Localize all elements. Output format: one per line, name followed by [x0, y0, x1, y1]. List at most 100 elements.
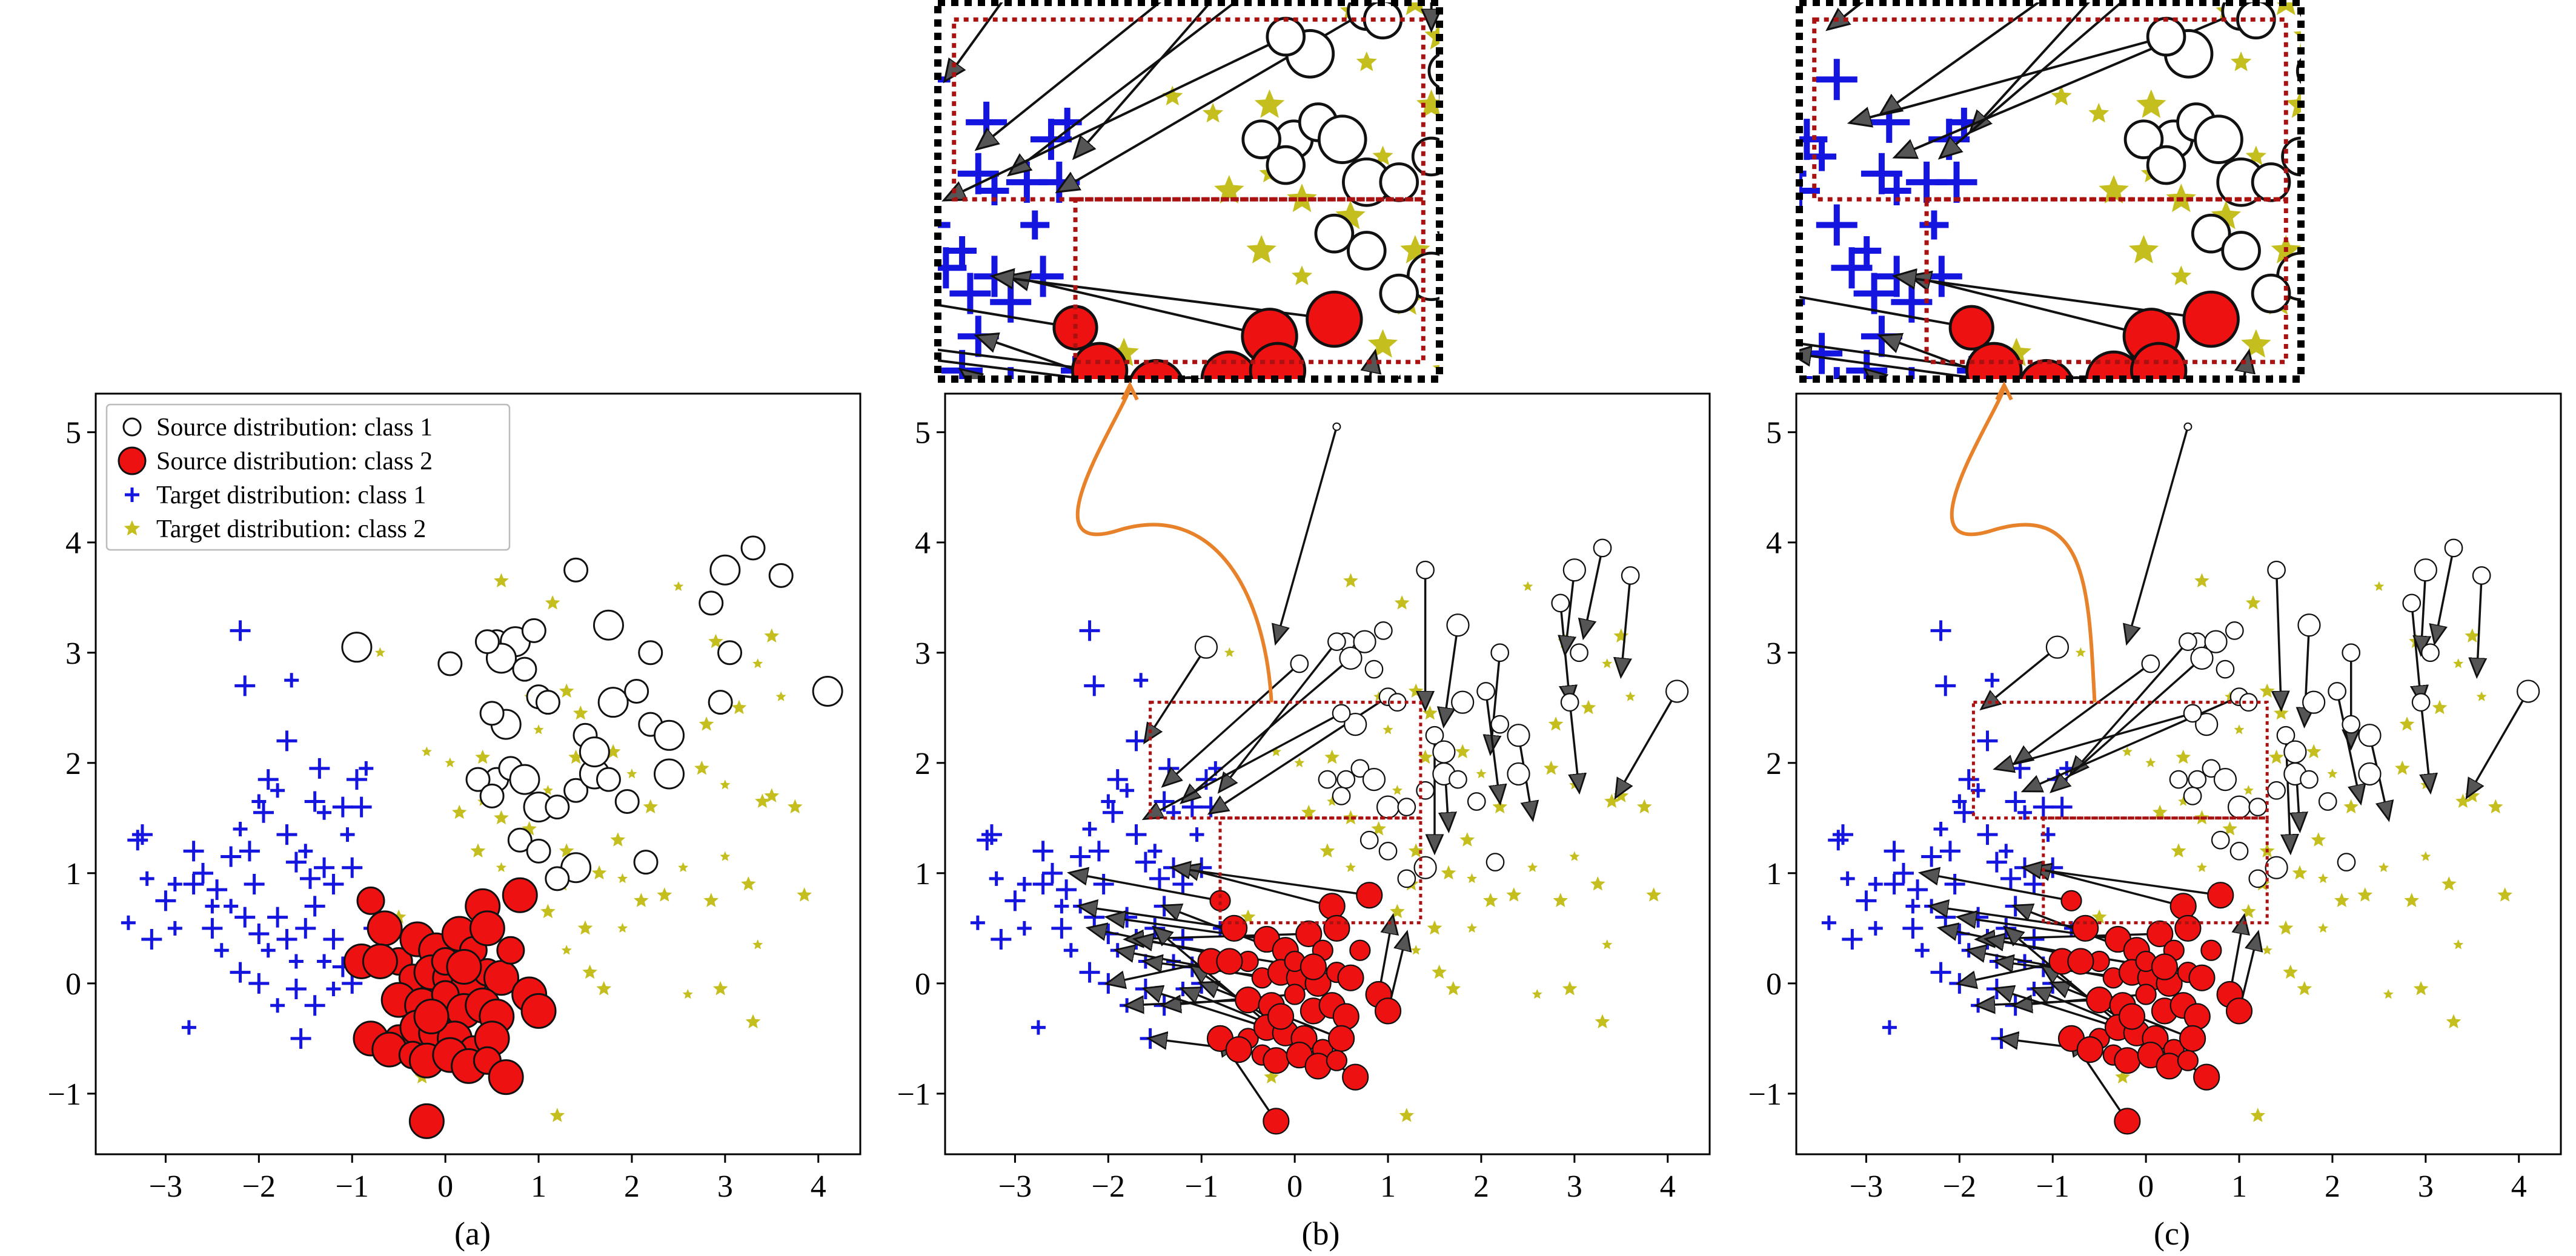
source-class1-point — [2444, 538, 2463, 558]
target-class1-point — [1732, 322, 1761, 351]
target-class2-point — [540, 904, 556, 919]
source-class1-point — [1194, 635, 1218, 659]
target-class2-point — [1408, 843, 1424, 858]
target-class1-point — [852, 282, 894, 323]
zoom-inset — [1576, 0, 2518, 702]
target-class2-point — [1327, 796, 1338, 806]
target-class1-point — [818, 322, 847, 351]
target-class1-point — [351, 796, 372, 818]
legend-marker-source-class2 — [118, 446, 147, 475]
transport-arrow — [1931, 906, 2086, 930]
target-class1-point — [1833, 367, 1840, 379]
source-class2-point — [1225, 1036, 1252, 1063]
target-class1-point — [1999, 844, 2014, 859]
source-class1-point — [1379, 162, 1419, 202]
target-class2-point — [610, 832, 626, 847]
target-class2-point — [2222, 821, 2237, 836]
target-class2-point — [1254, 89, 1285, 118]
source-class2-point — [1263, 1108, 1290, 1135]
target-class2-point — [2357, 887, 2373, 902]
transport-arrow — [1080, 906, 1235, 930]
source-class1-point — [1411, 136, 1439, 177]
source-class2-point — [1200, 350, 1258, 379]
source-class1-point — [2342, 643, 2361, 663]
target-class2-point — [1457, 269, 1487, 298]
target-class2-point — [1446, 981, 1461, 996]
target-class2-point — [2488, 107, 2518, 135]
x-tick-label: 0 — [1287, 1169, 1303, 1204]
target-class1-point — [1853, 273, 1895, 314]
target-class1-point — [1056, 879, 1077, 901]
source-class1-point — [1327, 632, 1346, 651]
target-class2-point — [2463, 265, 2483, 285]
source-class2-point — [367, 910, 403, 947]
source-class1-point — [2358, 724, 2382, 747]
source-class2-point — [2188, 964, 2216, 991]
target-class2-point — [2115, 1069, 2130, 1084]
source-class1-point — [2248, 869, 2268, 888]
inset-transport-arrow — [1829, 2, 1864, 28]
target-class2-point — [2283, 964, 2298, 979]
source-class1-point — [1336, 770, 1356, 789]
inset-plot-area — [1576, 2, 2518, 383]
target-class1-point — [1576, 213, 1618, 254]
x-tick-label: 0 — [437, 1169, 453, 1204]
target-class2-point — [708, 633, 723, 649]
target-class1-point — [1986, 851, 2007, 873]
target-class2-point — [1399, 1108, 1415, 1122]
target-class1-point — [248, 923, 270, 944]
target-class1-point — [1816, 204, 1857, 246]
target-class2-point — [694, 760, 709, 775]
target-class2-point — [2245, 595, 2261, 610]
target-class1-point — [285, 978, 307, 999]
target-class1-point — [970, 915, 985, 930]
source-class2-point — [1374, 997, 1402, 1025]
target-class1-point — [270, 783, 285, 798]
target-class2-point — [1394, 595, 1410, 610]
target-class2-point — [678, 862, 689, 872]
target-class1-point — [323, 929, 344, 950]
target-class1-point — [1936, 161, 1977, 203]
target-class2-point — [1481, 81, 1511, 110]
transport-arrow — [1621, 575, 1630, 675]
source-class1-point — [2146, 145, 2186, 185]
target-class2-point — [2194, 573, 2209, 587]
target-class1-point — [205, 899, 220, 914]
source-class1-point — [1241, 119, 1281, 159]
inset-connector-arrowhead — [1995, 381, 2013, 401]
target-class1-point — [1831, 247, 1873, 289]
source-class1-point — [2328, 682, 2347, 701]
source-class1-point — [1486, 853, 1505, 871]
target-class2-point — [2273, 705, 2289, 720]
target-class1-point — [1120, 783, 1135, 798]
legend-box — [105, 403, 511, 551]
x-tick-label: −3 — [149, 1169, 182, 1204]
target-class2-point — [2378, 862, 2389, 872]
target-class1-point — [267, 907, 288, 928]
target-class1-point — [233, 822, 248, 837]
target-class1-point — [1054, 899, 1069, 914]
plot-area — [1821, 422, 2540, 1135]
source-class1-point — [812, 675, 843, 707]
source-class1-point — [2251, 162, 2291, 202]
target-class1-point — [323, 874, 344, 895]
target-class1-point — [883, 390, 912, 419]
source-class1-point — [521, 618, 546, 643]
source-class2-point — [2085, 350, 2143, 379]
target-class1-point — [1977, 824, 1998, 845]
target-class1-point — [239, 841, 260, 862]
target-class2-point — [1492, 799, 1508, 814]
target-class2-point — [1459, 832, 1475, 847]
source-class1-point — [1317, 114, 1367, 164]
x-tick-label: 1 — [1380, 1169, 1396, 1204]
target-class1-point — [1944, 874, 1965, 895]
target-class2-point — [764, 628, 780, 643]
target-class2-point — [682, 989, 693, 999]
source-class2-point — [469, 910, 505, 947]
source-class2-point — [2183, 1003, 2211, 1030]
target-class2-point — [2301, 355, 2331, 383]
inset-zoom-region-box — [1073, 197, 1426, 365]
source-class1-point — [633, 850, 659, 875]
target-class2-point — [1590, 876, 1605, 891]
target-class2-point — [421, 746, 432, 756]
